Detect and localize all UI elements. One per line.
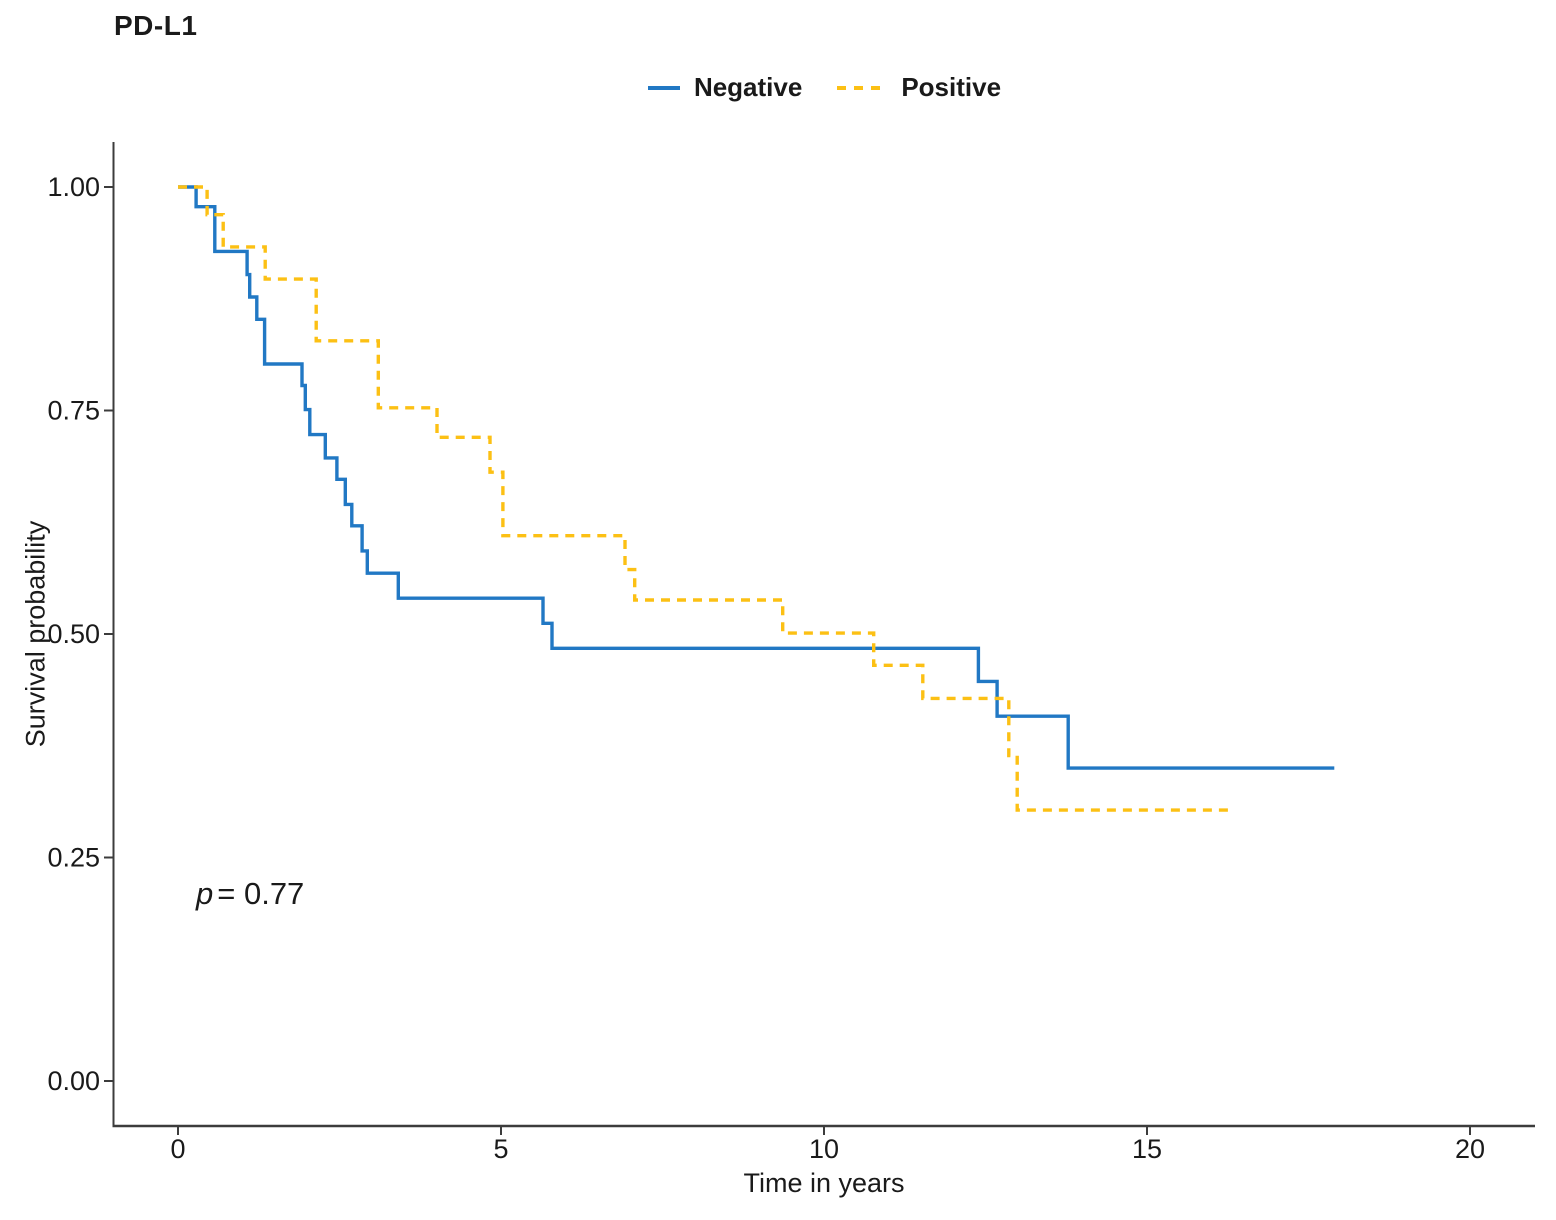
km-curve-negative (178, 185, 1335, 770)
dashed-line-icon (837, 85, 888, 90)
x-axis-tick-label: 15 (1132, 1134, 1162, 1164)
x-axis-tick-label: 5 (493, 1134, 508, 1164)
solid-line-icon (647, 85, 680, 90)
x-axis-tick-label: 20 (1455, 1134, 1485, 1164)
p-symbol: p (196, 876, 214, 911)
y-axis-tick-label: 0.50 (47, 619, 100, 649)
y-axis-title: Survival probability (20, 520, 51, 748)
p-value-annotation: p = 0.77 (196, 876, 304, 912)
y-axis-tick-label: 1.00 (47, 172, 100, 202)
x-axis-title: Time in years (743, 1168, 905, 1198)
x-axis-tick-label: 0 (170, 1134, 185, 1164)
legend: Negative Positive (113, 72, 1535, 103)
y-axis-tick-label: 0.00 (47, 1066, 100, 1096)
legend-item-negative: Negative (647, 72, 802, 103)
y-axis-tick-label: 0.25 (47, 843, 100, 873)
legend-label-positive: Positive (901, 72, 1002, 102)
km-curve-positive (178, 185, 1231, 812)
legend-item-positive: Positive (836, 72, 1001, 103)
p-value-text: = 0.77 (217, 876, 305, 911)
legend-label-negative: Negative (693, 72, 803, 102)
y-axis-tick-label: 0.75 (47, 396, 100, 426)
x-axis-tick-label: 10 (809, 1134, 839, 1164)
chart-title: PD-L1 (114, 10, 198, 41)
